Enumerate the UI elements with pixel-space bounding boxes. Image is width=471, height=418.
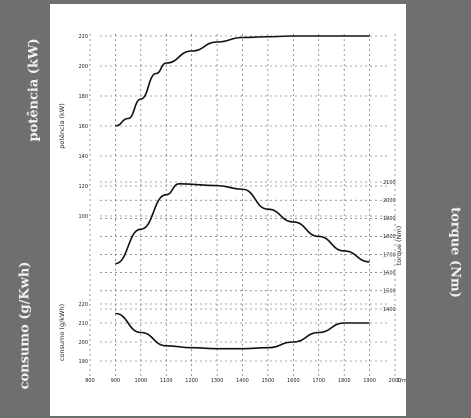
power-curve	[115, 35, 370, 127]
torque-curve	[115, 183, 370, 265]
torque-tick-label: 1600	[383, 271, 396, 277]
chart-svg: 800 900 1000 1100 1200 1300 1400 1500 1600 1700 18…	[58, 34, 406, 384]
consumption-axis-label: consumo (g/kWh)	[58, 304, 66, 361]
x-unit-label: 1/min	[397, 378, 406, 384]
x-tick-label: 800	[85, 378, 95, 384]
torque-tick-label: 1500	[383, 289, 396, 295]
chart-panel: 800 900 1000 1100 1200 1300 1400 1500 1600 1700 18…	[50, 4, 406, 416]
consumption-tick-label: 200	[78, 340, 88, 346]
x-tick-label: 1200	[185, 378, 198, 384]
consumption-tick-label: 190	[78, 359, 88, 365]
torque-tick-label: 2000	[383, 198, 396, 204]
axis-layer: 800 900 1000 1100 1200 1300 1400 1500 1600 1700 18…	[78, 34, 406, 384]
torque-tick-label: 1400	[383, 307, 396, 313]
x-tick-label: 2000	[389, 378, 402, 384]
power-tick-label: 220	[78, 34, 88, 40]
x-tick-label: 900	[111, 378, 121, 384]
label-layer: potência (kW) torque (Nm) consumo (g/kWh)	[58, 103, 403, 361]
power-tick-label: 200	[78, 64, 88, 70]
power-tick-label: 160	[78, 124, 88, 130]
x-tick-label: 1800	[338, 378, 351, 384]
power-tick-label: 100	[78, 214, 88, 220]
torque-tick-label: 1700	[383, 252, 396, 258]
x-tick-label: 1900	[363, 378, 376, 384]
torque-axis-label: torque (Nm)	[395, 226, 403, 266]
x-tick-label: 1500	[262, 378, 275, 384]
power-axis-label: potência (kW)	[58, 103, 66, 148]
x-tick-label: 1100	[160, 378, 173, 384]
grid-layer	[89, 34, 396, 376]
curve-layer	[115, 35, 370, 350]
consumption-tick-label: 210	[78, 321, 88, 327]
power-tick-label: 120	[78, 184, 88, 190]
x-tick-label: 1300	[211, 378, 224, 384]
x-tick-label: 1000	[134, 378, 147, 384]
consumption-tick-label: 220	[78, 302, 88, 308]
power-side-label: potência (kW)	[26, 38, 42, 142]
torque-side-label: torque (Nm)	[447, 207, 463, 298]
consumption-curve	[115, 312, 370, 350]
power-tick-label: 180	[78, 94, 88, 100]
x-tick-label: 1600	[287, 378, 300, 384]
torque-tick-label: 1900	[383, 216, 396, 222]
torque-tick-label: 1800	[383, 234, 396, 240]
consumption-side-label: consumo (g/Kwh)	[17, 261, 33, 390]
x-tick-label: 1700	[312, 378, 325, 384]
x-tick-label: 1400	[236, 378, 249, 384]
power-tick-label: 140	[78, 154, 88, 160]
torque-tick-label: 2100	[383, 180, 396, 186]
